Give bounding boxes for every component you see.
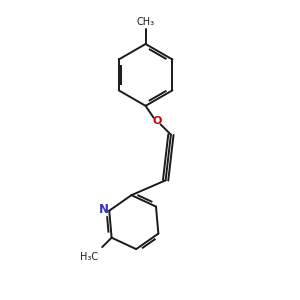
Text: N: N [99, 203, 109, 216]
Text: CH₃: CH₃ [136, 17, 154, 27]
Text: H₃C: H₃C [80, 252, 98, 262]
Text: O: O [152, 116, 161, 126]
